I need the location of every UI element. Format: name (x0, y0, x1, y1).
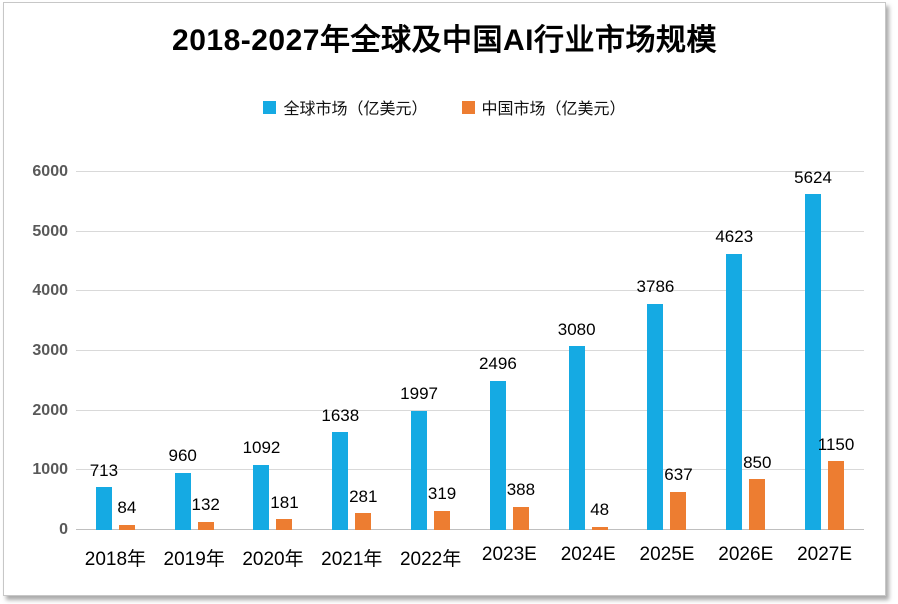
legend-label-china: 中国市场（亿美元） (481, 101, 626, 118)
bar-value-label: 960 (168, 446, 197, 466)
bar-value-label: 1638 (321, 405, 360, 425)
bar-global: 3080 (558, 320, 596, 530)
y-axis: 0 1000 2000 3000 4000 5000 6000 (16, 164, 68, 538)
bar-global: 960 (169, 446, 197, 530)
legend-item-global: 全球市场（亿美元） (263, 95, 428, 119)
x-axis-label: 2021年 (321, 549, 383, 570)
y-tick-label: 0 (59, 521, 68, 538)
bar-china: 388 (507, 480, 535, 530)
y-tick-label: 4000 (32, 282, 68, 300)
x-axis-label: 2024E (560, 544, 616, 565)
category-group: 4623 850 (706, 172, 785, 530)
bars-layer: 713 84 960 132 1092 181 1638 281 1997 319 2496 388 3… (76, 168, 864, 530)
x-axis: 2018年 2019年 2020年 2021年 2022年 2023E 2024E 2025E… (76, 544, 864, 571)
global-series-square-icon (263, 100, 277, 114)
category-group: 3786 637 (628, 172, 707, 530)
bar-value-label: 1997 (400, 384, 438, 404)
category-group: 1092 181 (234, 172, 313, 530)
gridline (76, 171, 864, 172)
bar-value-label: 84 (117, 498, 137, 518)
y-tick-label: 6000 (32, 163, 68, 180)
bar-value-label: 713 (89, 460, 119, 480)
bar-value-label: 850 (743, 452, 772, 472)
x-axis-label: 2018年 (84, 549, 147, 570)
category-group: 960 132 (155, 172, 234, 530)
gridline (76, 230, 864, 232)
category-group: 5624 1150 (785, 168, 864, 530)
plot-area: 713 84 960 132 1092 181 1638 281 1997 319 2496 388 3… (76, 168, 864, 530)
bar-value-label: 1092 (242, 438, 281, 458)
bar-china: 637 (664, 466, 693, 530)
bar-value-label: 3786 (636, 277, 675, 297)
x-axis-label: 2027E (797, 544, 853, 565)
bar-global: 4623 (715, 228, 753, 530)
bar-global: 713 (90, 461, 118, 530)
x-axis-label: 2019年 (163, 549, 225, 570)
bar-china: 319 (428, 485, 456, 530)
gridline (76, 350, 864, 351)
bar-value-label: 2496 (478, 354, 517, 374)
bar-china: 181 (270, 493, 299, 530)
bar-value-label: 1150 (817, 434, 855, 454)
category-group: 713 84 (76, 172, 155, 530)
legend: 全球市场（亿美元） 中国市场（亿美元） (4, 95, 885, 119)
bar-global: 2496 (479, 355, 517, 530)
category-group: 1997 319 (391, 172, 470, 530)
bar-china: 281 (349, 487, 377, 530)
grid-layer (76, 171, 864, 530)
bar-global: 3786 (637, 278, 674, 530)
gridline (76, 409, 864, 411)
bar-value-label: 5624 (794, 167, 832, 187)
x-axis-label: 2022年 (399, 549, 462, 570)
bar-china: 84 (117, 499, 136, 530)
category-group: 2496 388 (470, 172, 549, 530)
legend-item-china: 中国市场（亿美元） (461, 95, 626, 119)
y-tick-label: 1000 (32, 461, 68, 479)
gridline (76, 469, 864, 471)
bar-value-label: 388 (506, 480, 536, 500)
x-axis-label: 2023E (481, 544, 537, 565)
bar-global: 1092 (243, 438, 280, 530)
chart-card: 2018-2027年全球及中国AI行业市场规模 全球市场（亿美元） 中国市场（亿… (3, 2, 886, 596)
bar-value-label: 281 (349, 486, 378, 506)
bar-china: 1150 (818, 435, 854, 530)
bar-value-label: 48 (590, 500, 610, 520)
y-tick-label: 5000 (32, 222, 68, 240)
y-tick-label: 2000 (32, 401, 68, 419)
chart-title: 2018-2027年全球及中国AI行业市场规模 (172, 24, 717, 57)
bar-global: 1638 (321, 406, 359, 530)
category-group: 3080 48 (549, 172, 628, 530)
bar-value-label: 319 (427, 484, 457, 504)
legend-label-global: 全球市场（亿美元） (283, 101, 428, 118)
y-tick-label: 3000 (32, 342, 68, 359)
gridline (76, 290, 864, 292)
bar-global: 1997 (400, 384, 438, 530)
bar-value-label: 181 (270, 492, 299, 512)
bar-value-label: 637 (664, 465, 693, 485)
x-axis-line (76, 529, 864, 530)
bar-china: 850 (743, 453, 771, 530)
bar-value-label: 3080 (557, 319, 596, 339)
bar-china: 132 (192, 496, 220, 530)
bar-china: 48 (590, 501, 609, 530)
category-group: 1638 281 (312, 172, 391, 530)
china-series-square-icon (461, 100, 475, 114)
x-axis-label: 2020年 (242, 549, 304, 570)
bar-value-label: 132 (191, 495, 220, 515)
x-axis-label: 2025E (639, 544, 695, 565)
x-axis-label: 2026E (718, 544, 774, 565)
bar-value-label: 4623 (715, 227, 754, 247)
bar-global: 5624 (794, 168, 832, 530)
